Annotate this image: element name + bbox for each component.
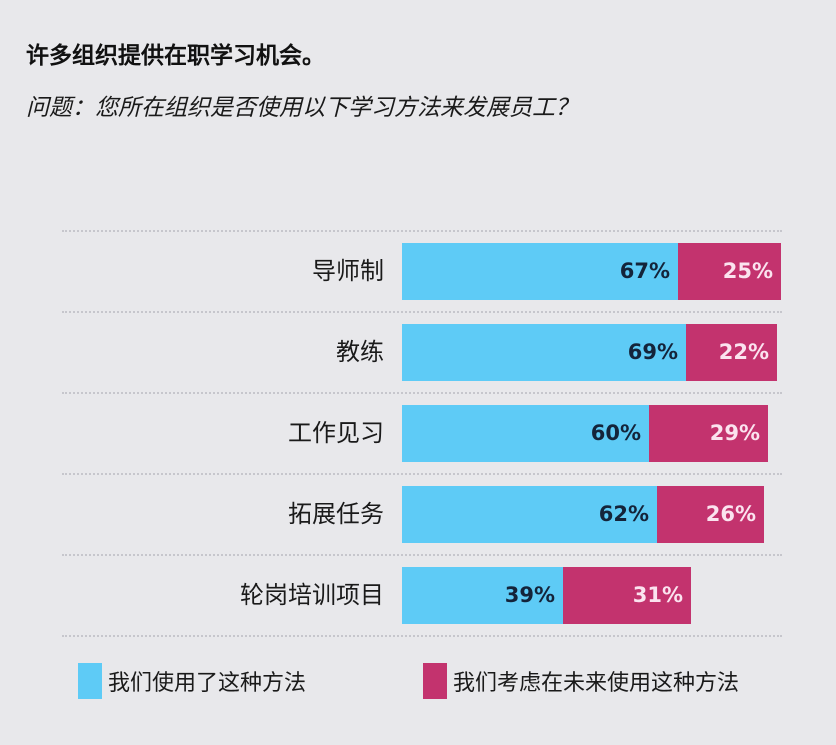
row-divider (62, 392, 782, 394)
value-label-used: 67% (619, 259, 670, 283)
category-label: 教练 (336, 338, 384, 366)
row-divider (62, 635, 782, 637)
value-label-future: 31% (632, 583, 683, 607)
bar-segment-future: 25% (678, 243, 781, 300)
bar-segment-future: 29% (649, 405, 768, 462)
legend-label-used: 我们使用了这种方法 (108, 671, 307, 696)
legend: 我们使用了这种方法 我们考虑在未来使用这种方法 (0, 662, 836, 702)
category-label: 导师制 (312, 257, 384, 285)
bar-row: 导师制 67% 25% (0, 243, 836, 300)
bar-segment-used: 60% (402, 405, 649, 462)
value-label-used: 39% (504, 583, 555, 607)
row-divider (62, 230, 782, 232)
value-label-used: 62% (598, 502, 649, 526)
category-label: 拓展任务 (288, 500, 384, 528)
category-label: 工作见习 (288, 419, 384, 447)
legend-swatch-future (423, 663, 447, 699)
bar-row: 工作见习 60% 29% (0, 405, 836, 462)
row-divider (62, 311, 782, 313)
bar-row: 拓展任务 62% 26% (0, 486, 836, 543)
row-divider (62, 473, 782, 475)
bar-row: 教练 69% 22% (0, 324, 836, 381)
category-label: 轮岗培训项目 (240, 581, 384, 609)
value-label-future: 29% (709, 421, 760, 445)
bar-segment-used: 69% (402, 324, 686, 381)
bar-segment-future: 26% (657, 486, 764, 543)
value-label-used: 69% (627, 340, 678, 364)
bar-segment-future: 22% (686, 324, 777, 381)
value-label-future: 22% (718, 340, 769, 364)
value-label-used: 60% (590, 421, 641, 445)
chart-subtitle: 问题：您所在组织是否使用以下学习方法来发展员工？ (26, 95, 578, 121)
bar-segment-used: 39% (402, 567, 563, 624)
value-label-future: 25% (722, 259, 773, 283)
chart-title: 许多组织提供在职学习机会。 (26, 43, 325, 69)
legend-label-future: 我们考虑在未来使用这种方法 (453, 671, 740, 696)
bar-segment-future: 31% (563, 567, 691, 624)
legend-item-future: 我们考虑在未来使用这种方法 (423, 662, 739, 700)
legend-swatch-used (78, 663, 102, 699)
value-label-future: 26% (705, 502, 756, 526)
legend-item-used: 我们使用了这种方法 (78, 662, 306, 700)
row-divider (62, 554, 782, 556)
bar-segment-used: 62% (402, 486, 657, 543)
bar-row: 轮岗培训项目 39% 31% (0, 567, 836, 624)
bar-segment-used: 67% (402, 243, 678, 300)
